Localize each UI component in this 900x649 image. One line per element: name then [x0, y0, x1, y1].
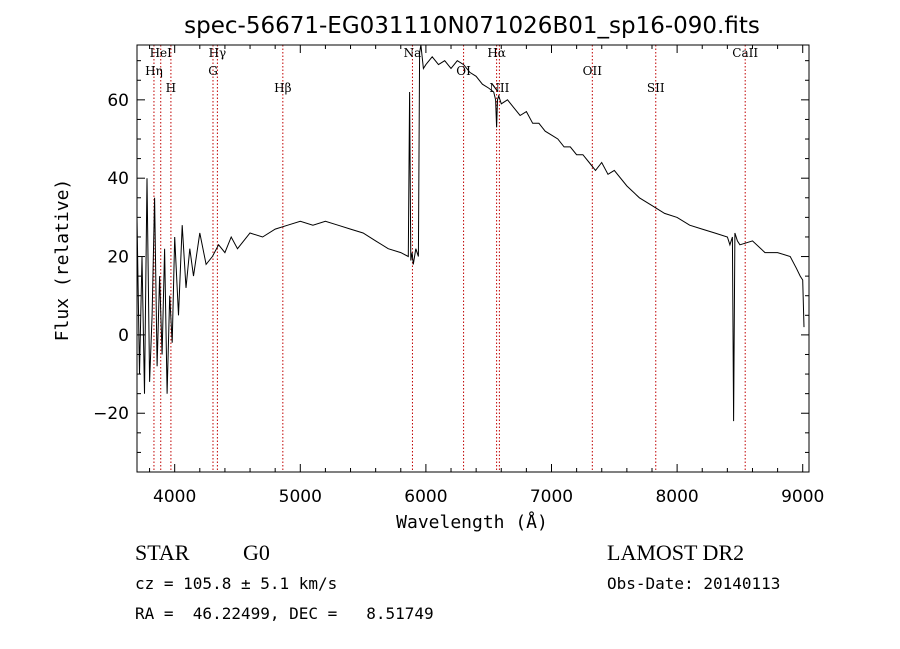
line-label-2: H — [166, 81, 176, 95]
line-label-12: CaII — [732, 46, 758, 60]
line-label-9: Hα — [487, 46, 506, 60]
x-tick-label-1: 5000 — [279, 487, 322, 507]
line-label-4: G — [208, 64, 218, 78]
y-tick-label-2: 20 — [107, 248, 129, 268]
emission-line-markers: HeI HηH Hγ G Hβ Na OI NII Hα OII SII CaII — [145, 45, 758, 472]
x-tick-label-5: 9000 — [781, 487, 824, 507]
object-class: STAR — [135, 540, 190, 565]
line-label-8: NII — [489, 81, 509, 95]
survey-name: LAMOST DR2 — [607, 540, 745, 565]
spectrum-series-line — [136, 44, 805, 422]
chart-title: spec-56671-EG031110N071026B01_sp16-090.f… — [184, 13, 760, 39]
y-axis-label: Flux (relative) — [52, 179, 73, 342]
line-label-10: OII — [583, 64, 603, 78]
line-label-11: SII — [647, 81, 665, 95]
line-label-7: OI — [456, 64, 471, 78]
x-tick-label-0: 4000 — [153, 487, 196, 507]
sky-coordinates: RA = 46.22499, DEC = 8.51749 — [135, 604, 434, 623]
observation-date: Obs-Date: 20140113 — [607, 574, 781, 593]
x-axis-label: Wavelength (Å) — [396, 511, 548, 533]
redshift-velocity: cz = 105.8 ± 5.1 km/s — [135, 574, 338, 593]
y-axis-ticks: −20 0 20 40 60 — [93, 60, 809, 473]
object-subclass: G0 — [243, 540, 270, 565]
x-axis-ticks: 4000 5000 6000 7000 8000 9000 — [149, 45, 824, 507]
x-tick-label-2: 6000 — [404, 487, 447, 507]
x-tick-label-4: 8000 — [655, 487, 698, 507]
line-label-1: Hη — [145, 64, 163, 78]
x-tick-label-3: 7000 — [530, 487, 573, 507]
plot-frame — [136, 44, 810, 473]
line-label-3: Hγ — [209, 46, 227, 60]
y-tick-label-3: 40 — [107, 169, 129, 189]
line-label-6: Na — [404, 46, 422, 60]
line-label-0: HeI — [150, 46, 173, 60]
y-tick-label-4: 60 — [107, 91, 129, 111]
line-label-5: Hβ — [274, 81, 291, 95]
y-tick-label-1: 0 — [118, 326, 129, 346]
y-tick-label-0: −20 — [93, 404, 129, 424]
